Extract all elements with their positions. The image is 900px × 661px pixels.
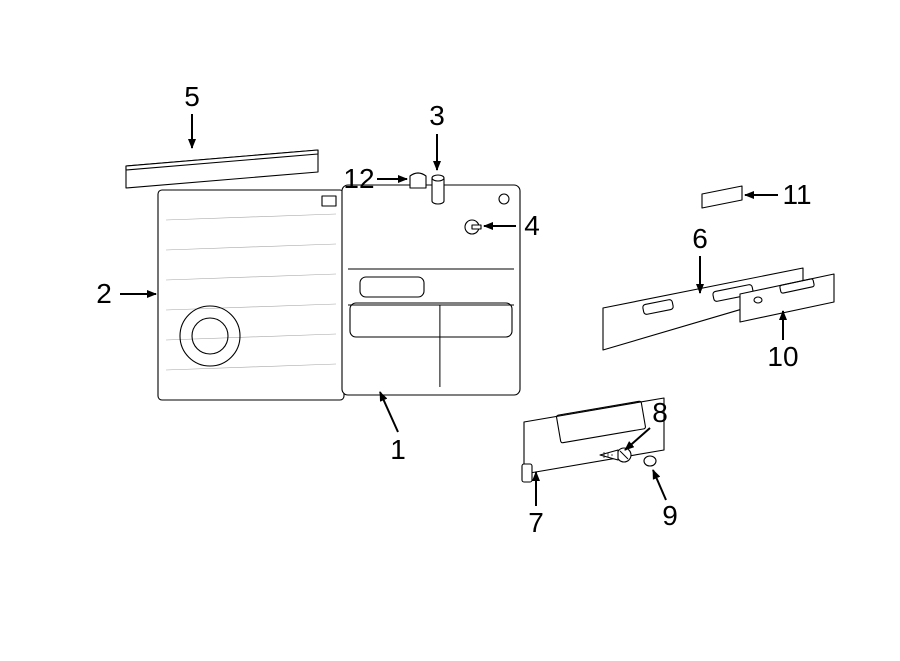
callout-label-9: 9 xyxy=(662,500,678,532)
callout-arrow-8 xyxy=(625,428,650,450)
callout-label-1: 1 xyxy=(390,434,406,466)
callout-label-7: 7 xyxy=(528,507,544,539)
callout-label-2: 2 xyxy=(96,278,112,310)
callout-label-6: 6 xyxy=(692,223,708,255)
callout-label-8: 8 xyxy=(652,397,668,429)
callout-label-10: 10 xyxy=(767,341,798,373)
callout-label-5: 5 xyxy=(184,81,200,113)
callout-label-3: 3 xyxy=(429,100,445,132)
parts-diagram xyxy=(0,0,900,661)
callout-label-12: 12 xyxy=(343,163,374,195)
callout-label-11: 11 xyxy=(782,179,811,211)
arrows-layer xyxy=(120,114,783,506)
parts-layer xyxy=(126,150,834,482)
callout-arrow-9 xyxy=(653,470,666,500)
callout-arrow-1 xyxy=(380,392,398,432)
callout-label-4: 4 xyxy=(524,210,540,242)
